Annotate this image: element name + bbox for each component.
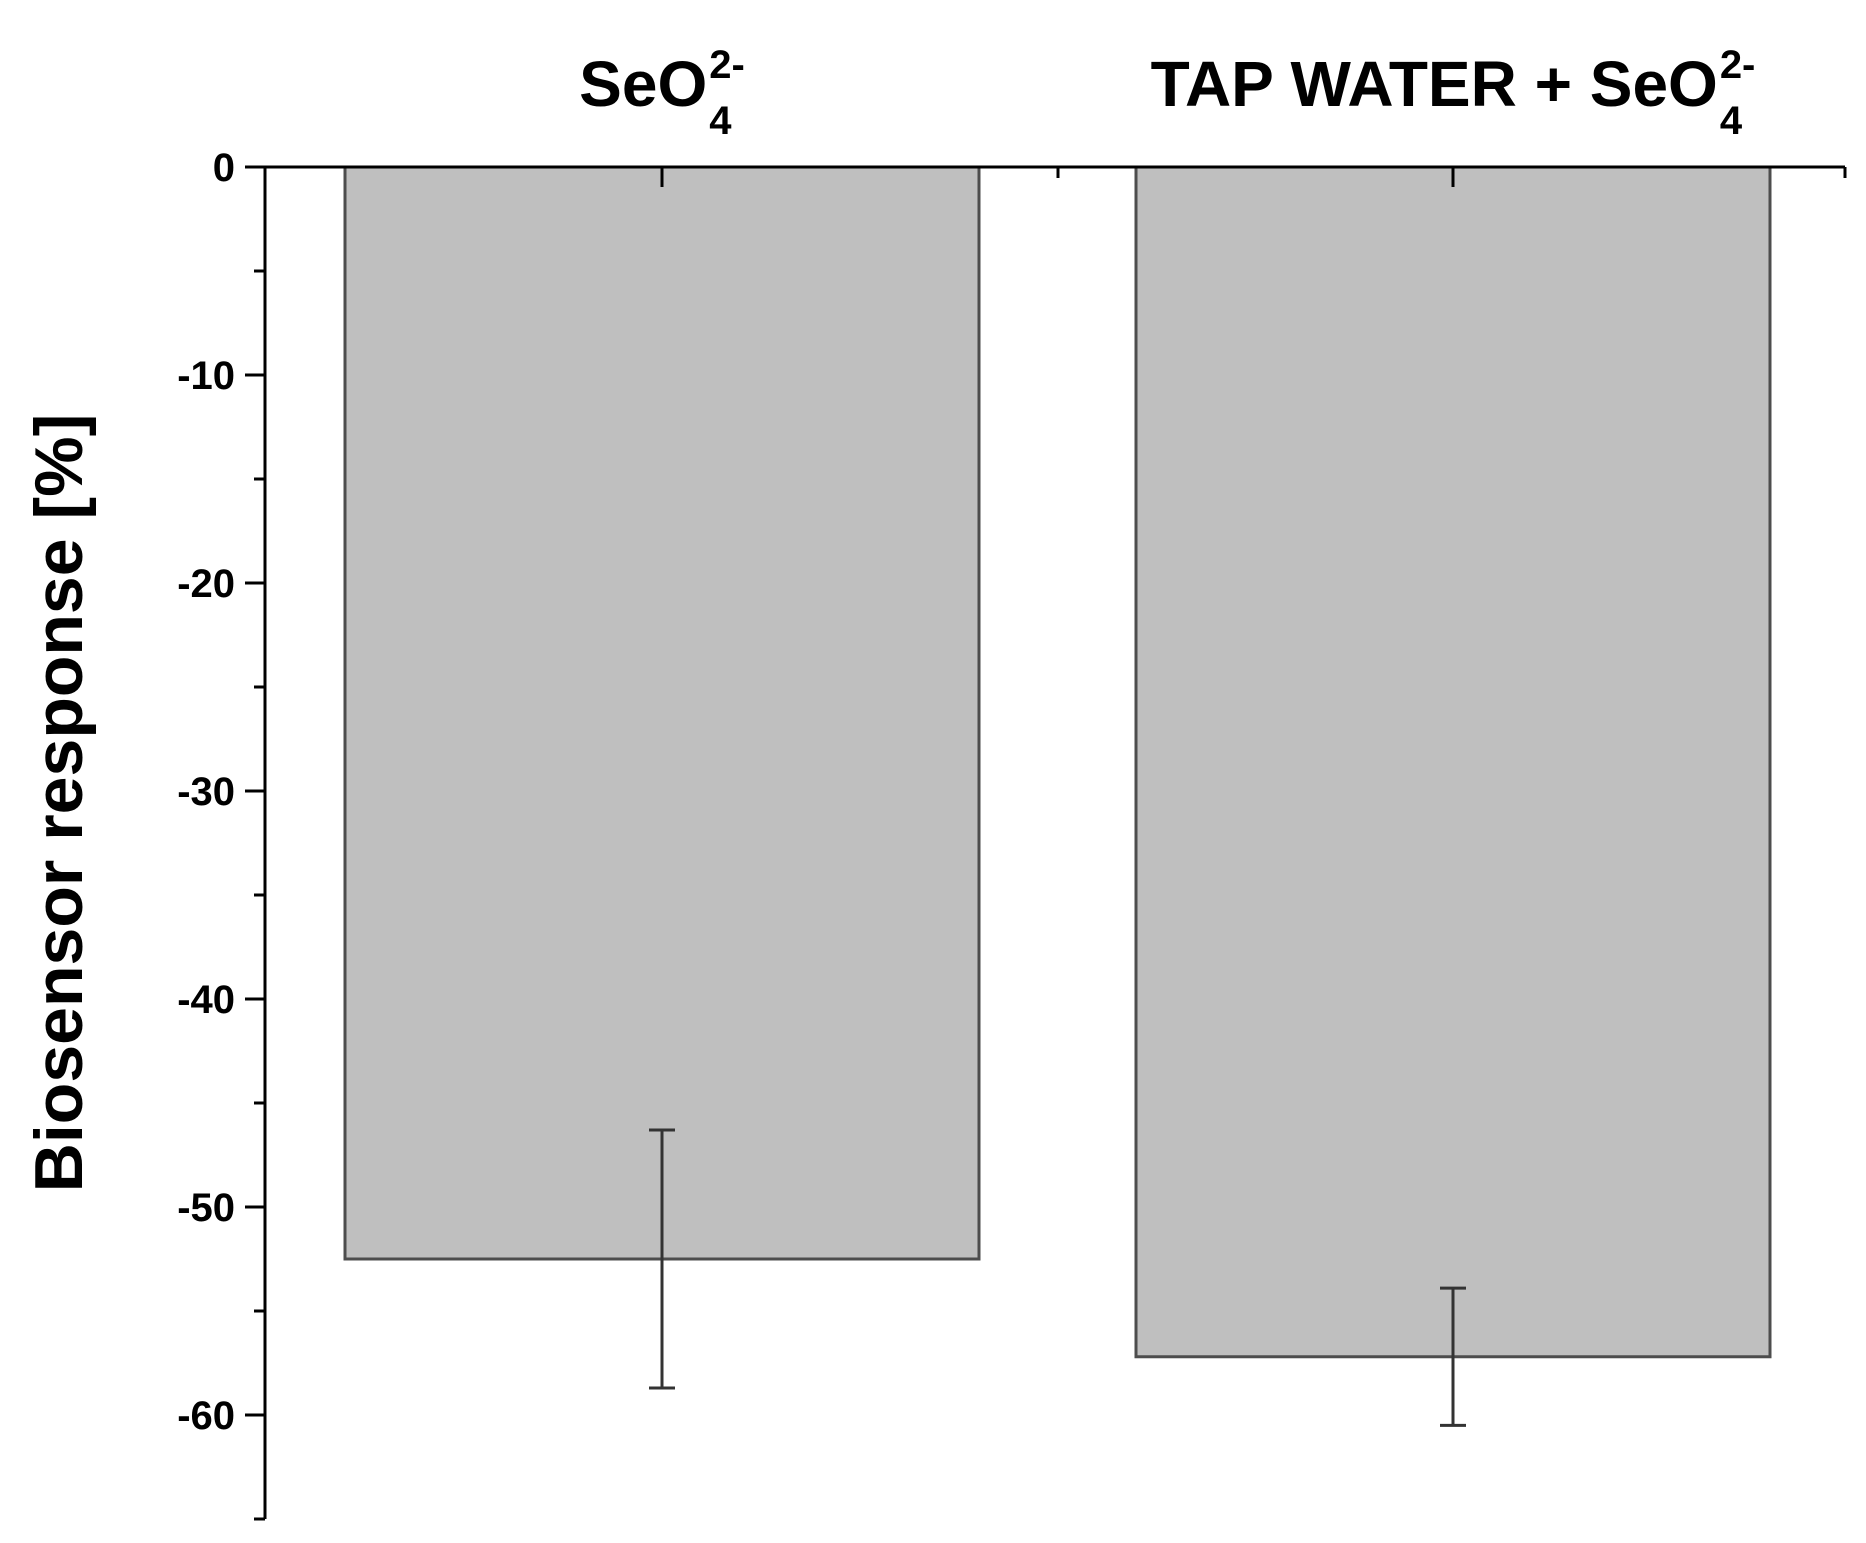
y-tick-label: -30 xyxy=(177,770,235,814)
y-tick-label: -50 xyxy=(177,1186,235,1230)
error-bars-layer xyxy=(649,1128,1466,1427)
bar-2 xyxy=(1134,165,1772,1359)
y-tick-label: -20 xyxy=(177,562,235,606)
y-tick-labels: 0 -10 -20 -30 -40 -50 -60 xyxy=(177,146,235,1438)
error-bar-2 xyxy=(1440,1286,1466,1427)
category-subscript: 4 xyxy=(709,99,732,143)
y-tick-label: 0 xyxy=(213,146,235,190)
category-label-2: TAP WATER + SeO 2- 4 xyxy=(1151,43,1756,143)
error-bar-1 xyxy=(649,1128,675,1390)
y-tick-label: -60 xyxy=(177,1394,235,1438)
y-tick-label: -40 xyxy=(177,978,235,1022)
y-tick-label: -10 xyxy=(177,354,235,398)
category-superscript: 2- xyxy=(709,43,745,87)
category-superscript: 2- xyxy=(1720,43,1756,87)
bar-1 xyxy=(343,165,981,1261)
axes-layer xyxy=(245,165,1847,1521)
category-base-text: SeO xyxy=(579,48,707,120)
bars-layer xyxy=(343,165,1772,1359)
category-label-1: SeO 2- 4 xyxy=(579,43,745,143)
category-subscript: 4 xyxy=(1720,99,1743,143)
category-base-text: TAP WATER + SeO xyxy=(1151,48,1718,120)
y-axis-label: Biosensor response [%] xyxy=(21,414,97,1192)
